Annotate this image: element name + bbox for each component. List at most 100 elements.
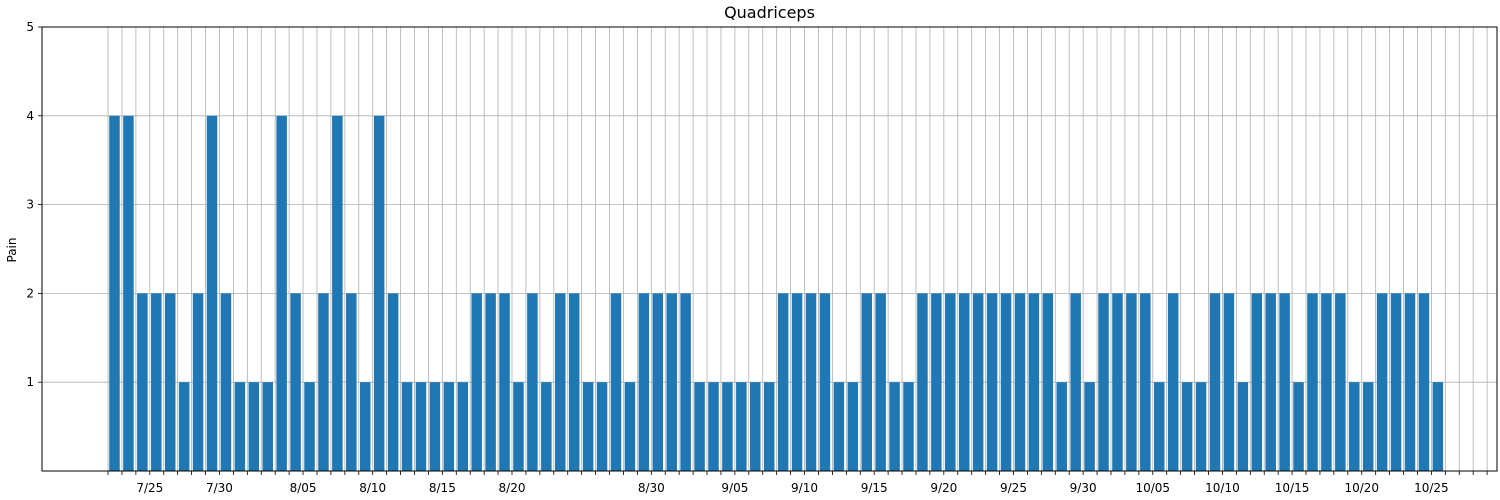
x-tick-label: 8/10 xyxy=(359,481,386,495)
bar xyxy=(638,293,650,471)
bar xyxy=(1028,293,1040,471)
bar xyxy=(889,382,900,471)
bar xyxy=(485,293,496,471)
bar xyxy=(318,293,329,471)
y-tick-label: 5 xyxy=(26,20,34,34)
bar xyxy=(1251,293,1263,471)
bar xyxy=(680,293,691,471)
plot-frame xyxy=(41,26,1498,472)
bar xyxy=(945,293,956,471)
bar xyxy=(164,293,176,471)
bar xyxy=(1154,382,1165,471)
bar xyxy=(471,293,482,471)
bar xyxy=(123,115,134,472)
bar xyxy=(1195,382,1207,471)
bar xyxy=(206,115,218,472)
bar xyxy=(1209,293,1221,471)
bar xyxy=(1362,382,1374,471)
x-tick-label: 10/05 xyxy=(1135,481,1170,495)
bar xyxy=(708,382,719,471)
bar xyxy=(401,382,413,471)
bar xyxy=(694,382,705,471)
bar xyxy=(541,382,552,471)
bar xyxy=(1181,382,1193,471)
bar xyxy=(1404,293,1416,471)
bar xyxy=(1126,293,1137,471)
bar xyxy=(443,382,455,471)
bar xyxy=(276,115,287,472)
bar xyxy=(1349,382,1360,471)
bar xyxy=(1237,382,1249,471)
bar xyxy=(1070,293,1081,471)
y-tick-label: 3 xyxy=(26,198,34,212)
x-tick-label: 10/20 xyxy=(1344,481,1379,495)
bar xyxy=(234,382,246,471)
bar xyxy=(1167,293,1179,471)
x-tick-label: 9/20 xyxy=(930,481,957,495)
bar xyxy=(415,382,427,471)
bar xyxy=(750,382,761,471)
x-tick-label: 8/20 xyxy=(499,481,526,495)
x-tick-label: 10/15 xyxy=(1275,481,1310,495)
bar xyxy=(861,293,872,471)
bar xyxy=(1265,293,1276,471)
y-tick-label: 4 xyxy=(26,109,34,123)
bar xyxy=(568,293,580,471)
bar xyxy=(1112,293,1123,471)
bar xyxy=(346,293,357,471)
bar xyxy=(1223,293,1235,471)
bar xyxy=(972,293,984,471)
bars xyxy=(109,115,1444,472)
bar xyxy=(875,293,886,471)
bar xyxy=(1042,293,1054,471)
bar xyxy=(1000,293,1012,471)
bar xyxy=(777,293,789,471)
bar xyxy=(178,382,190,471)
bar xyxy=(457,382,468,471)
bar xyxy=(1335,293,1346,471)
chart-title: Quadriceps xyxy=(724,3,815,22)
bar xyxy=(387,293,399,471)
bar xyxy=(791,293,803,471)
bar xyxy=(1418,293,1430,471)
y-tick-label: 2 xyxy=(26,286,34,300)
x-tick-label: 8/30 xyxy=(638,481,665,495)
bar xyxy=(1014,293,1026,471)
y-axis-ticks: 1 2 3 4 5 xyxy=(26,20,42,389)
bar xyxy=(958,293,970,471)
bar xyxy=(262,382,273,471)
bar xyxy=(1307,293,1318,471)
bar xyxy=(819,293,831,471)
bar xyxy=(652,293,664,471)
bar xyxy=(736,382,747,471)
x-tick-label: 8/05 xyxy=(290,481,317,495)
bar xyxy=(582,382,594,471)
bar xyxy=(805,293,817,471)
bar xyxy=(220,293,232,471)
x-tick-label: 10/10 xyxy=(1205,481,1240,495)
bar xyxy=(1321,293,1332,471)
bar xyxy=(666,293,677,471)
x-tick-label: 10/25 xyxy=(1414,481,1449,495)
bar xyxy=(1376,293,1388,471)
bar xyxy=(1293,382,1304,471)
bar xyxy=(248,382,260,471)
x-tick-label: 9/05 xyxy=(721,481,748,495)
x-tick-label: 8/15 xyxy=(429,481,456,495)
bar xyxy=(596,382,608,471)
bar xyxy=(847,382,859,471)
x-tick-label: 9/30 xyxy=(1070,481,1097,495)
bar xyxy=(109,115,120,472)
bar xyxy=(373,115,385,472)
bar xyxy=(513,382,524,471)
bar xyxy=(931,293,942,471)
x-tick-label: 7/25 xyxy=(136,481,163,495)
bar xyxy=(1390,293,1402,471)
x-tick-label: 9/15 xyxy=(861,481,888,495)
bar xyxy=(304,382,315,471)
bar xyxy=(1432,382,1444,471)
bar xyxy=(359,382,371,471)
bar xyxy=(986,293,998,471)
